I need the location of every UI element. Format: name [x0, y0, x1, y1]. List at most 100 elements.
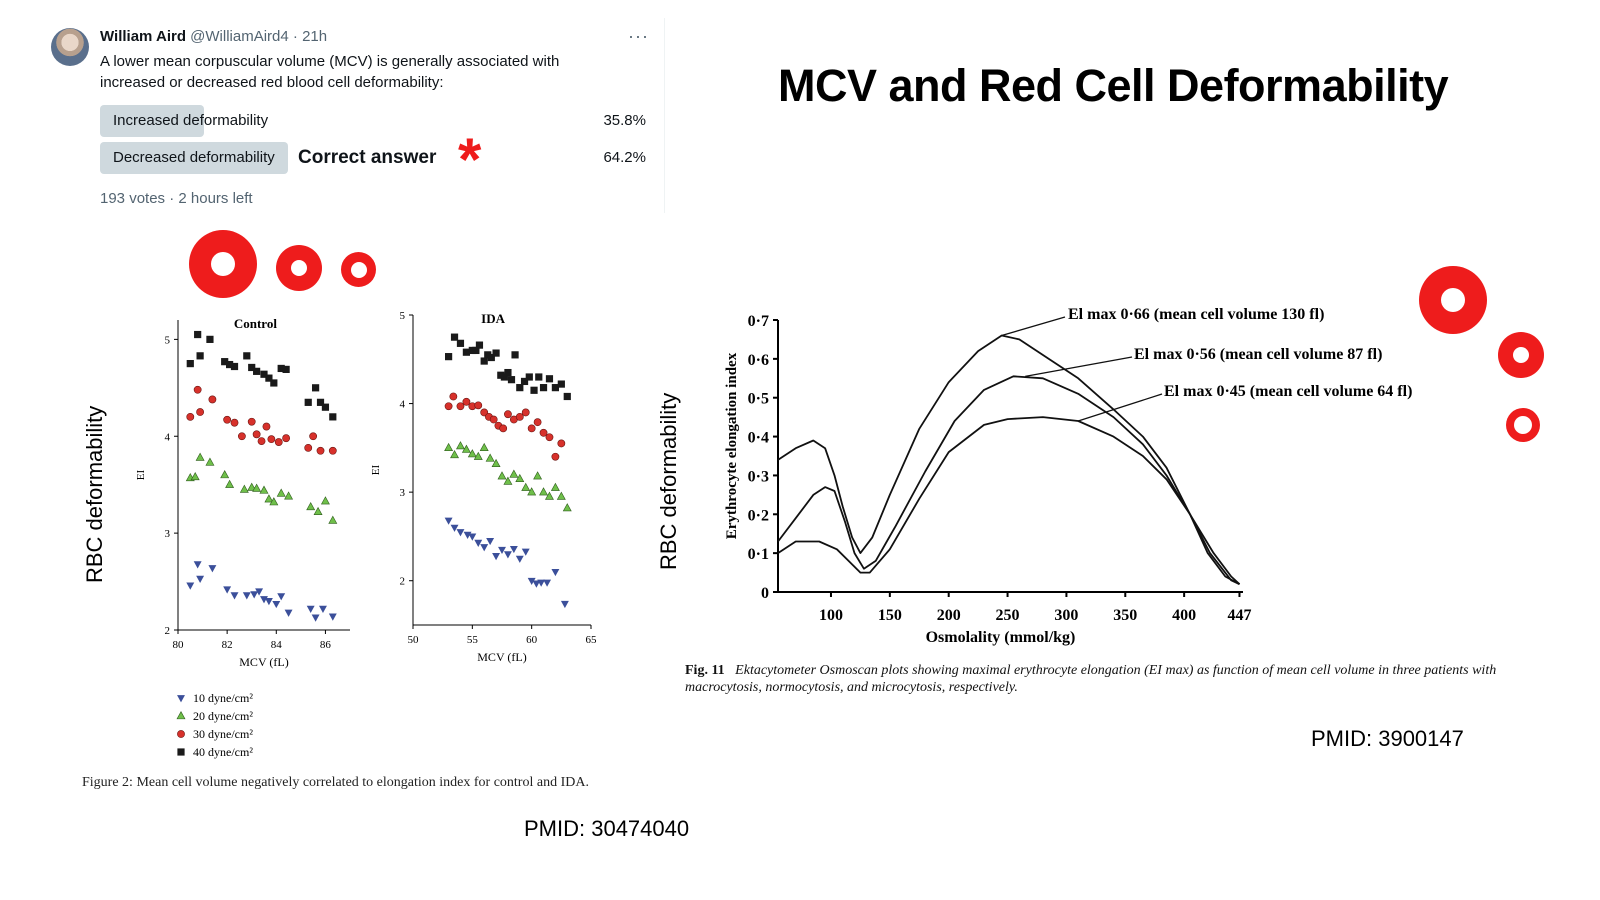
poll-option-percent-2: 64.2%: [603, 149, 646, 166]
data-point: [255, 588, 264, 596]
data-point: [309, 432, 318, 441]
data-point: [194, 330, 202, 339]
data-point: [456, 402, 465, 411]
data-point: [196, 575, 205, 583]
data-point: [456, 529, 465, 537]
data-point: [252, 483, 262, 492]
data-point: [480, 357, 488, 365]
x-tick-label: 80: [173, 639, 185, 651]
data-point: [252, 430, 261, 439]
legend-marker: [177, 748, 185, 756]
data-point: [190, 471, 200, 481]
y-tick-label: 0·3: [748, 468, 769, 485]
data-point: [264, 494, 274, 503]
data-point: [461, 444, 471, 453]
author-name[interactable]: William Aird: [100, 28, 186, 45]
author-meta: @WilliamAird4 · 21h: [190, 28, 328, 45]
data-point: [260, 370, 268, 378]
large-ring-icon: [1419, 266, 1487, 334]
data-point: [462, 397, 471, 406]
data-point: [243, 352, 251, 360]
data-point: [556, 491, 566, 500]
y-tick-label: 5: [400, 310, 406, 322]
poll-votes: 193 votes · 2 hours left: [100, 190, 253, 207]
data-point: [282, 365, 290, 374]
data-point: [515, 473, 525, 483]
y-tick-label: 0·7: [748, 313, 769, 330]
data-point: [489, 415, 498, 424]
y-tick-label: 0: [761, 585, 769, 602]
data-point: [269, 497, 279, 506]
legend-label: 20 dyne/cm²: [193, 709, 253, 723]
data-point: [304, 443, 313, 452]
series-annotation: El max 0·66 (mean cell volume 130 fl): [1068, 306, 1324, 323]
data-point: [450, 450, 460, 459]
data-point: [277, 364, 285, 373]
data-point: [472, 346, 480, 355]
x-tick-label: 300: [1054, 607, 1078, 624]
x-tick-label: 100: [819, 607, 843, 624]
data-point: [557, 439, 566, 448]
correct-answer-annotation: Correct answer: [298, 147, 437, 168]
avatar[interactable]: [51, 28, 89, 66]
data-point: [264, 598, 273, 606]
data-point: [563, 392, 571, 401]
data-point: [550, 482, 560, 491]
x-axis-label: MCV (fL): [239, 655, 288, 669]
page-title: MCV and Red Cell Deformability: [778, 60, 1449, 111]
data-point: [250, 591, 259, 599]
small-ring-icon: [341, 252, 376, 287]
data-point: [277, 593, 286, 601]
data-point: [530, 386, 538, 394]
data-point: [551, 384, 559, 392]
data-point: [270, 379, 278, 387]
data-point: [223, 586, 232, 594]
x-tick-label: 200: [937, 607, 961, 624]
data-point: [480, 544, 489, 552]
data-point: [480, 408, 489, 417]
poll-option-percent-1: 35.8%: [603, 112, 646, 129]
data-point: [225, 479, 235, 488]
left-pmid: PMID: 30474040: [524, 816, 690, 841]
data-point: [284, 491, 294, 500]
x-tick-label: 86: [320, 639, 332, 651]
data-point: [539, 428, 548, 437]
data-point: [253, 367, 261, 375]
data-point: [450, 524, 459, 532]
data-point: [511, 351, 519, 359]
divider: [664, 18, 665, 213]
more-horizontal-icon[interactable]: ···: [628, 26, 649, 46]
data-point: [230, 418, 239, 427]
data-point: [539, 487, 549, 496]
chart-title: IDA: [481, 311, 505, 326]
data-point: [195, 452, 205, 461]
data-point: [226, 360, 234, 369]
data-point: [544, 491, 554, 500]
data-point: [500, 373, 508, 381]
data-point: [509, 545, 518, 554]
data-point: [525, 373, 533, 381]
data-point: [259, 485, 269, 494]
data-point: [532, 580, 541, 588]
y-tick-label: 5: [165, 334, 171, 346]
data-point: [319, 605, 327, 614]
data-point: [186, 359, 194, 368]
data-point: [304, 398, 312, 406]
x-tick-label: 150: [878, 607, 902, 624]
data-point: [527, 424, 536, 433]
x-tick-label: 60: [526, 634, 538, 646]
right-figure-caption: Fig. 11 Ektacytometer Osmoscan plots sho…: [685, 663, 1497, 695]
data-point: [196, 408, 205, 416]
data-point: [320, 496, 330, 505]
data-point: [474, 539, 483, 547]
data-point: [186, 582, 195, 590]
data-point: [456, 339, 465, 347]
x-axis-label: MCV (fL): [477, 650, 526, 664]
data-point: [247, 417, 256, 426]
data-point: [557, 380, 565, 388]
y-tick-label: 0·4: [748, 430, 769, 447]
data-point: [504, 410, 512, 419]
data-point: [503, 476, 513, 485]
data-point: [551, 568, 560, 577]
data-point: [560, 600, 569, 609]
